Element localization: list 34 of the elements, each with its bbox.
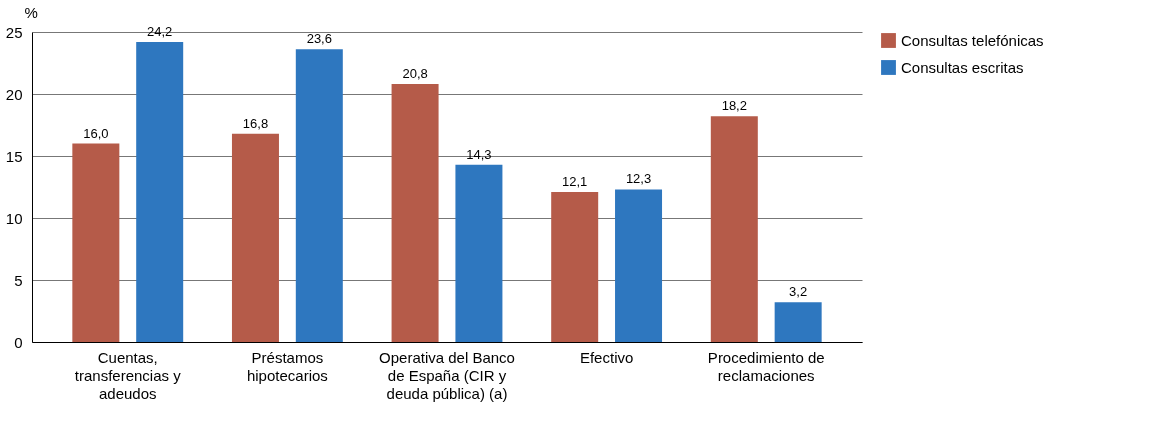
- y-tick-label: 0: [14, 333, 23, 351]
- bar: [455, 164, 503, 342]
- bar: [72, 143, 120, 342]
- y-axis-title: %: [24, 3, 38, 21]
- x-tick-label: Préstamos hipotecarios: [246, 348, 328, 384]
- bar: [710, 116, 758, 342]
- data-label: 23,6: [306, 31, 332, 47]
- x-tick-label: Cuentas, transferencias y adeudos: [74, 348, 182, 402]
- y-tick-label: 5: [14, 271, 23, 289]
- data-label: 16,8: [242, 115, 269, 131]
- data-label: 12,1: [562, 173, 588, 189]
- data-label: 12,3: [625, 171, 652, 187]
- bar: [615, 189, 663, 342]
- y-tick-label: 10: [5, 209, 23, 227]
- bar: [551, 191, 599, 342]
- data-label: 16,0: [83, 125, 109, 141]
- legend-label: Consultas telefónicas: [901, 31, 1044, 49]
- data-label: 3,2: [789, 284, 808, 300]
- bar: [391, 84, 439, 342]
- bar: [774, 302, 822, 342]
- legend-label: Consultas escritas: [901, 58, 1024, 76]
- data-label: 20,8: [402, 66, 428, 82]
- data-label: 24,2: [147, 23, 173, 39]
- y-tick-label: 15: [5, 147, 23, 165]
- y-tick-label: 20: [5, 85, 23, 103]
- data-label: 18,2: [721, 98, 747, 114]
- bar: [295, 49, 343, 342]
- y-tick-label: 25: [5, 23, 23, 41]
- bar: [231, 133, 279, 342]
- x-tick-label: Operativa del Banco de España (CIR y deuda pública) (a): [379, 348, 515, 402]
- x-tick-label: Efectivo: [579, 348, 634, 366]
- data-label: 14,3: [466, 146, 492, 162]
- bar: [136, 41, 184, 342]
- x-tick-label: Procedimiento de reclamaciones: [707, 348, 825, 384]
